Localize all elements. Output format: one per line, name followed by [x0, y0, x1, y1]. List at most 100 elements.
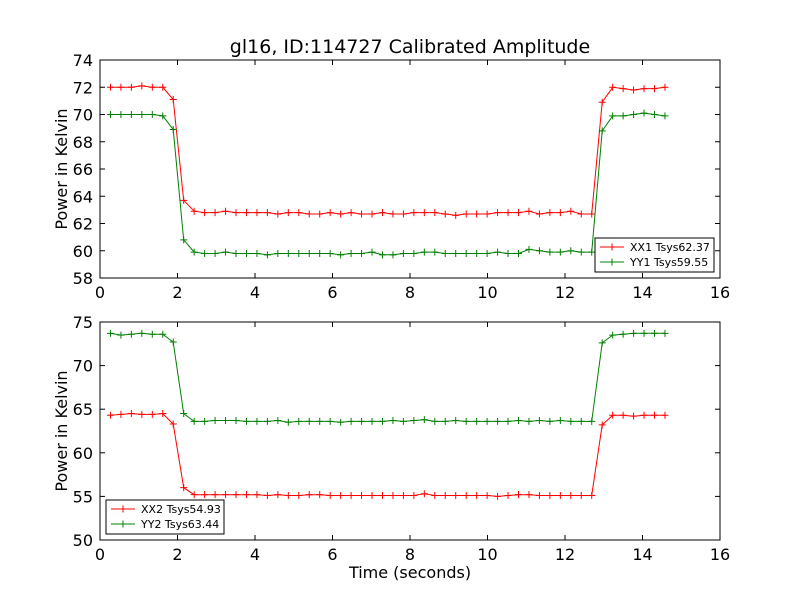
data-point: [389, 251, 397, 259]
data-point: [211, 491, 219, 499]
data-point: [399, 249, 407, 257]
data-point: [326, 209, 334, 217]
data-point: [525, 417, 533, 425]
y-tick-label: 60: [73, 242, 93, 261]
data-point: [556, 248, 564, 256]
data-point: [441, 492, 449, 500]
legend-label: XX2 Tsys54.93: [141, 503, 221, 516]
data-point: [274, 417, 282, 425]
data-point: [263, 209, 271, 217]
y-tick-label: 75: [73, 313, 93, 332]
x-tick-label: 10: [477, 545, 497, 564]
x-tick-label: 16: [710, 283, 730, 302]
data-point: [368, 492, 376, 500]
data-point: [640, 85, 648, 93]
data-point: [295, 209, 303, 217]
data-point: [211, 209, 219, 217]
data-point: [337, 418, 345, 426]
data-point: [148, 330, 156, 338]
data-point: [577, 248, 585, 256]
data-point: [263, 251, 271, 259]
data-point: [630, 329, 638, 337]
data-point: [567, 492, 575, 500]
data-point: [222, 207, 230, 215]
data-point: [117, 83, 125, 91]
data-point: [399, 417, 407, 425]
data-point: [389, 210, 397, 218]
data-point: [431, 248, 439, 256]
y-tick-label: 68: [73, 133, 93, 152]
x-tick-label: 8: [405, 545, 415, 564]
data-point: [201, 417, 209, 425]
data-point: [337, 492, 345, 500]
data-point: [420, 490, 428, 498]
data-point: [337, 251, 345, 259]
data-point: [598, 98, 606, 106]
data-point: [598, 339, 606, 347]
data-point: [305, 210, 313, 218]
data-point: [232, 249, 240, 257]
data-point: [190, 417, 198, 425]
data-point: [358, 210, 366, 218]
data-point: [494, 492, 502, 500]
legend-box: [105, 499, 225, 535]
data-point: [106, 111, 114, 118]
data-point: [462, 417, 470, 425]
data-point: [148, 83, 156, 91]
data-point: [127, 83, 135, 91]
data-point: [588, 210, 596, 218]
x-tick-label: 6: [327, 545, 337, 564]
data-point: [483, 210, 491, 218]
y-tick-label: 58: [73, 269, 93, 288]
data-point: [630, 86, 638, 94]
data-point: [169, 338, 177, 346]
data-point: [190, 248, 198, 256]
data-point: [253, 209, 261, 217]
x-tick-label: 10: [477, 283, 497, 302]
data-point: [180, 410, 188, 418]
data-point: [420, 416, 428, 424]
y-tick-label: 70: [73, 357, 93, 376]
y-tick-label: 62: [73, 215, 93, 234]
data-point: [138, 329, 146, 337]
data-point: [242, 417, 250, 425]
data-point: [138, 82, 146, 90]
data-point: [619, 85, 627, 93]
data-point: [420, 209, 428, 217]
data-point: [138, 410, 146, 418]
data-point: [556, 209, 564, 217]
data-point: [504, 417, 512, 425]
data-point: [326, 417, 334, 425]
data-point: [378, 492, 386, 500]
data-point: [242, 209, 250, 217]
data-point: [284, 492, 292, 500]
data-point: [494, 248, 502, 256]
x-tick-label: 12: [555, 545, 575, 564]
data-point: [326, 249, 334, 257]
data-point: [651, 411, 659, 419]
data-point: [515, 417, 522, 425]
data-point: [546, 417, 554, 425]
x-tick-label: 14: [632, 545, 652, 564]
data-point: [148, 111, 156, 118]
data-point: [358, 492, 366, 500]
data-point: [305, 491, 313, 499]
data-point: [127, 330, 135, 338]
data-point: [410, 209, 418, 217]
y-tick-label: 72: [73, 78, 93, 97]
data-point: [420, 248, 428, 256]
data-point: [169, 125, 177, 133]
data-point: [127, 111, 135, 118]
data-point: [473, 210, 481, 218]
series-yy1: [106, 109, 669, 259]
data-point: [284, 209, 292, 217]
x-axis-label: Time (seconds): [348, 563, 471, 582]
data-point: [378, 417, 386, 425]
data-point: [242, 491, 250, 499]
data-point: [535, 492, 543, 500]
data-point: [525, 491, 533, 499]
data-point: [546, 209, 554, 217]
